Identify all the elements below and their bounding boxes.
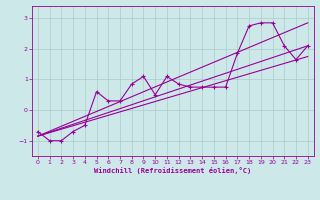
X-axis label: Windchill (Refroidissement éolien,°C): Windchill (Refroidissement éolien,°C) [94, 167, 252, 174]
